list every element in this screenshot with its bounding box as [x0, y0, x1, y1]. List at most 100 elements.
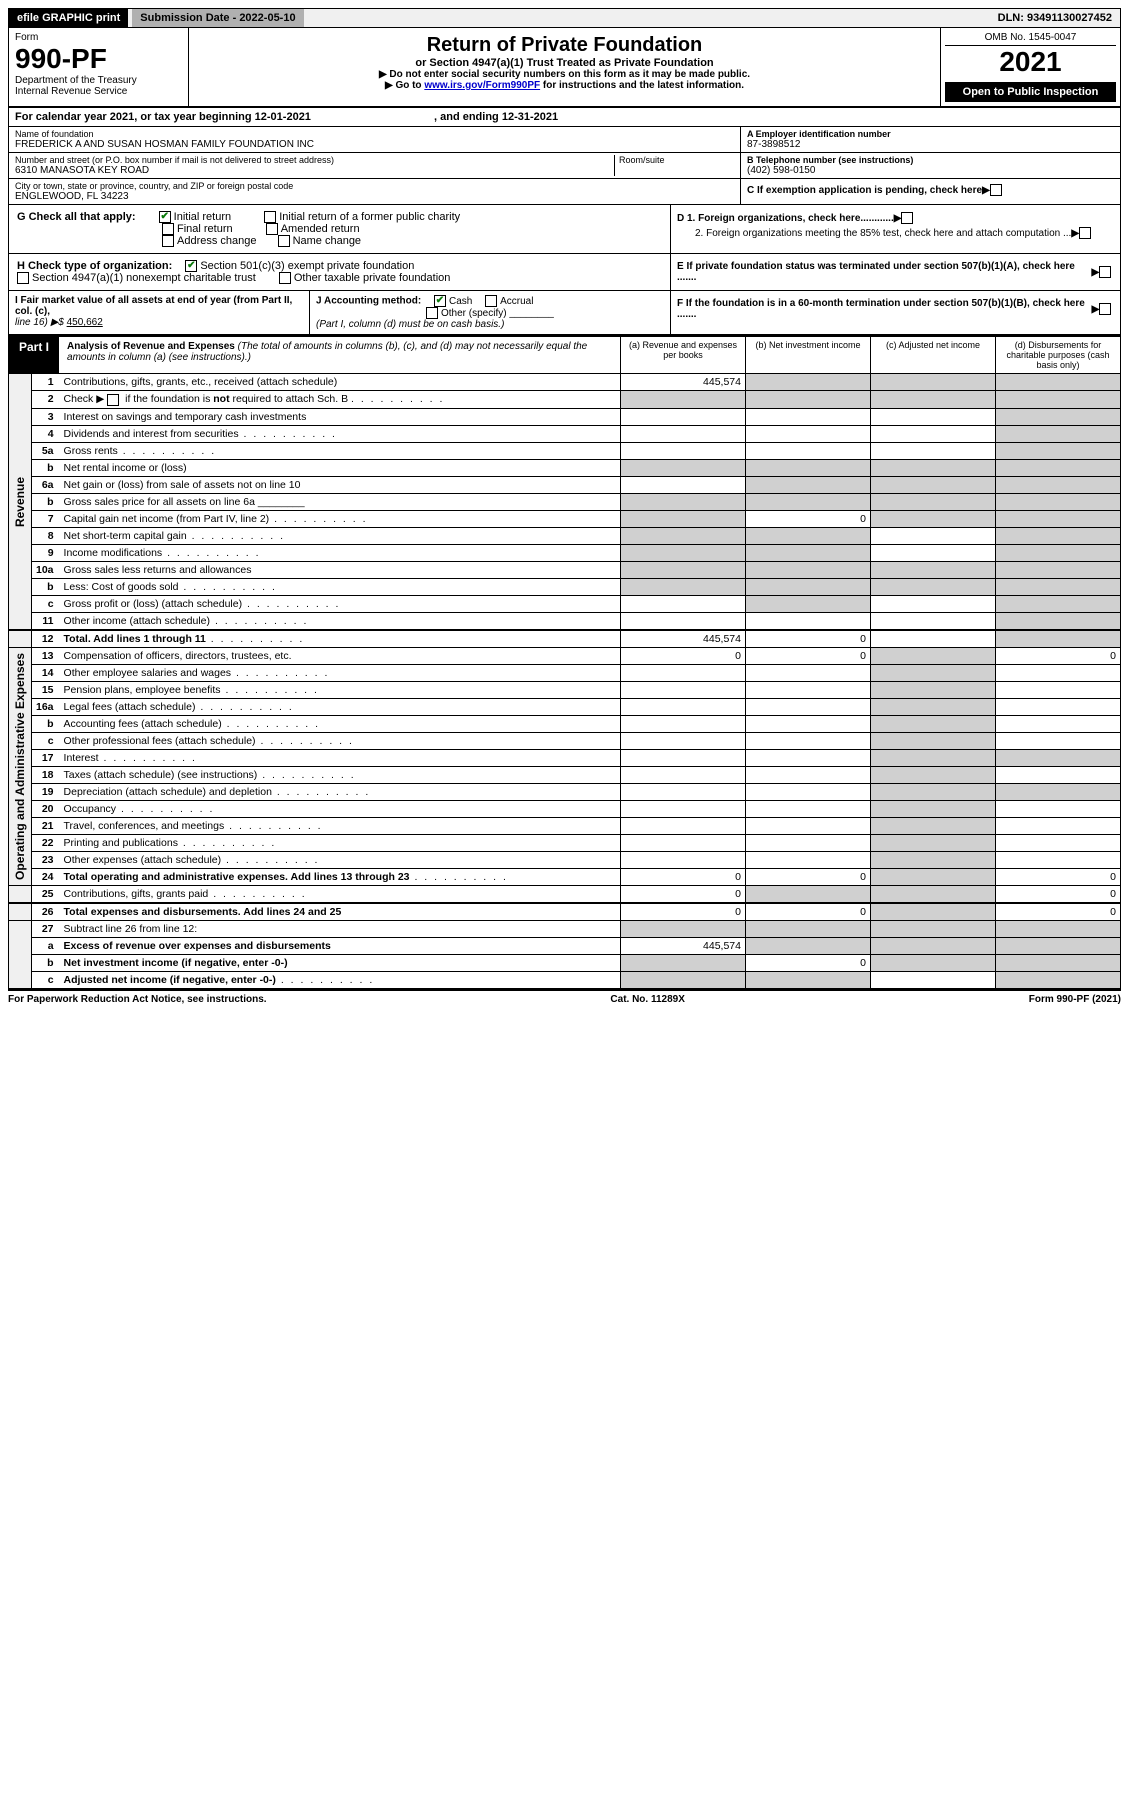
col-d-header: (d) Disbursements for charitable purpose…: [995, 337, 1120, 373]
table-row: 14Other employee salaries and wages: [9, 664, 1121, 681]
ein-value: 87-3898512: [747, 139, 1114, 150]
d1-label: D 1. Foreign organizations, check here..…: [677, 213, 894, 224]
table-row: cAdjusted net income (if negative, enter…: [9, 971, 1121, 989]
h-label: H Check type of organization:: [17, 260, 172, 272]
table-row: 27Subtract line 26 from line 12:: [9, 920, 1121, 937]
table-row: 10aGross sales less returns and allowanc…: [9, 561, 1121, 578]
j-label: J Accounting method:: [316, 296, 421, 307]
table-row: 8Net short-term capital gain: [9, 527, 1121, 544]
table-row: 23Other expenses (attach schedule): [9, 851, 1121, 868]
j-cash-checkbox[interactable]: ✔: [434, 295, 446, 307]
phone-value: (402) 598-0150: [747, 165, 1114, 176]
i-label: I Fair market value of all assets at end…: [15, 295, 292, 317]
part1-label: Part I: [9, 337, 59, 373]
submission-date: Submission Date - 2022-05-10: [132, 9, 303, 27]
sch-b-checkbox[interactable]: [107, 394, 119, 406]
identification-block: Name of foundation FREDERICK A AND SUSAN…: [8, 127, 1121, 205]
table-row: 4Dividends and interest from securities: [9, 425, 1121, 442]
form-label: Form: [15, 32, 182, 43]
header-center: Return of Private Foundation or Section …: [189, 28, 940, 106]
g-name-change-checkbox[interactable]: [278, 235, 290, 247]
ein-label: A Employer identification number: [747, 129, 1114, 139]
j-other-checkbox[interactable]: [426, 307, 438, 319]
phone-label: B Telephone number (see instructions): [747, 155, 1114, 165]
c-label: C If exemption application is pending, c…: [747, 185, 982, 196]
j-accrual-checkbox[interactable]: [485, 295, 497, 307]
g-amended-checkbox[interactable]: [266, 223, 278, 235]
name-label: Name of foundation: [15, 129, 734, 139]
dln-label: DLN: 93491130027452: [990, 9, 1120, 27]
d2-checkbox[interactable]: [1079, 227, 1091, 239]
e-checkbox[interactable]: [1099, 266, 1111, 278]
city-label: City or town, state or province, country…: [15, 181, 734, 191]
d2-label: 2. Foreign organizations meeting the 85%…: [677, 228, 1071, 239]
f-label: F If the foundation is in a 60-month ter…: [677, 298, 1092, 320]
revenue-side-label: Revenue: [13, 477, 27, 527]
irs-label: Internal Revenue Service: [15, 86, 182, 97]
checks-block-he: H Check type of organization: ✔Section 5…: [8, 254, 1121, 291]
part1-header: Part I Analysis of Revenue and Expenses …: [8, 335, 1121, 374]
table-row: 16aLegal fees (attach schedule): [9, 698, 1121, 715]
table-row: bNet rental income or (loss): [9, 459, 1121, 476]
table-row: Revenue 1Contributions, gifts, grants, e…: [9, 374, 1121, 391]
table-row: 6aNet gain or (loss) from sale of assets…: [9, 476, 1121, 493]
d1-checkbox[interactable]: [901, 212, 913, 224]
table-row: 25Contributions, gifts, grants paid 00: [9, 885, 1121, 903]
j-note: (Part I, column (d) must be on cash basi…: [316, 319, 504, 330]
table-row: 3Interest on savings and temporary cash …: [9, 408, 1121, 425]
checks-block-gd: G Check all that apply: ✔Initial return …: [8, 205, 1121, 254]
table-row: 24Total operating and administrative exp…: [9, 868, 1121, 885]
table-row: 15Pension plans, employee benefits: [9, 681, 1121, 698]
col-a-header: (a) Revenue and expenses per books: [620, 337, 745, 373]
part1-table: Revenue 1Contributions, gifts, grants, e…: [8, 374, 1121, 989]
calendar-year-row: For calendar year 2021, or tax year begi…: [8, 108, 1121, 127]
e-label: E If private foundation status was termi…: [677, 261, 1091, 283]
footer-left: For Paperwork Reduction Act Notice, see …: [8, 994, 267, 1005]
expenses-side-label: Operating and Administrative Expenses: [13, 653, 27, 880]
omb-number: OMB No. 1545-0047: [945, 32, 1116, 46]
top-bar: efile GRAPHIC print Submission Date - 20…: [8, 8, 1121, 28]
h-501c3-checkbox[interactable]: ✔: [185, 260, 197, 272]
table-row: bNet investment income (if negative, ent…: [9, 954, 1121, 971]
table-row: bLess: Cost of goods sold: [9, 578, 1121, 595]
table-row: 21Travel, conferences, and meetings: [9, 817, 1121, 834]
ijf-block: I Fair market value of all assets at end…: [8, 291, 1121, 335]
table-row: aExcess of revenue over expenses and dis…: [9, 937, 1121, 954]
form-number: 990-PF: [15, 43, 182, 75]
table-row: bAccounting fees (attach schedule): [9, 715, 1121, 732]
g-final-checkbox[interactable]: [162, 223, 174, 235]
col-c-header: (c) Adjusted net income: [870, 337, 995, 373]
c-checkbox[interactable]: [990, 184, 1002, 196]
table-row: 26Total expenses and disbursements. Add …: [9, 903, 1121, 921]
footer-right: Form 990-PF (2021): [1029, 994, 1121, 1005]
table-row: 22Printing and publications: [9, 834, 1121, 851]
table-row: 18Taxes (attach schedule) (see instructi…: [9, 766, 1121, 783]
open-public-badge: Open to Public Inspection: [945, 82, 1116, 102]
h-other-tax-checkbox[interactable]: [279, 272, 291, 284]
part1-desc: Analysis of Revenue and Expenses (The to…: [59, 337, 620, 373]
irs-link[interactable]: www.irs.gov/Form990PF: [424, 80, 540, 91]
dept-label: Department of the Treasury: [15, 75, 182, 86]
street-value: 6310 MANASOTA KEY ROAD: [15, 165, 614, 176]
form-title: Return of Private Foundation: [195, 34, 934, 57]
table-row: Operating and Administrative Expenses 13…: [9, 647, 1121, 664]
table-row: 11Other income (attach schedule): [9, 612, 1121, 630]
header-note1: ▶ Do not enter social security numbers o…: [195, 69, 934, 80]
h-4947-checkbox[interactable]: [17, 272, 29, 284]
g-address-checkbox[interactable]: [162, 235, 174, 247]
f-checkbox[interactable]: [1099, 303, 1111, 315]
g-initial-checkbox[interactable]: ✔: [159, 211, 171, 223]
tax-year: 2021: [945, 46, 1116, 78]
room-label: Room/suite: [619, 155, 734, 165]
table-row: bGross sales price for all assets on lin…: [9, 493, 1121, 510]
table-row: cOther professional fees (attach schedul…: [9, 732, 1121, 749]
header-left: Form 990-PF Department of the Treasury I…: [9, 28, 189, 106]
header-right: OMB No. 1545-0047 2021 Open to Public In…: [940, 28, 1120, 106]
efile-print-button[interactable]: efile GRAPHIC print: [9, 9, 128, 27]
street-label: Number and street (or P.O. box number if…: [15, 155, 614, 165]
table-row: 17Interest: [9, 749, 1121, 766]
header-note2: ▶ Go to www.irs.gov/Form990PF for instru…: [195, 80, 934, 91]
g-initial-former-checkbox[interactable]: [264, 211, 276, 223]
table-row: 19Depreciation (attach schedule) and dep…: [9, 783, 1121, 800]
foundation-name: FREDERICK A AND SUSAN HOSMAN FAMILY FOUN…: [15, 139, 734, 150]
